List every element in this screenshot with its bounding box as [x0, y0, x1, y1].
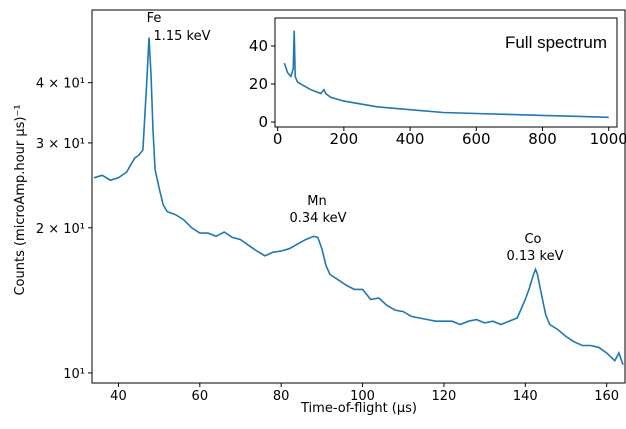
annotation-text: 0.34 keV — [289, 211, 346, 226]
x-tick-label: 80 — [273, 389, 290, 404]
annotation-text: 1.15 keV — [153, 29, 210, 44]
y-tick-label: 20 — [249, 75, 268, 93]
y-tick-label: 0 — [258, 113, 268, 131]
x-tick-label: 1000 — [590, 130, 626, 148]
annotation-name: Co — [524, 232, 541, 247]
inset-title: Full spectrum — [505, 33, 607, 52]
x-tick-label: 600 — [462, 130, 491, 148]
x-tick-label: 40 — [110, 389, 127, 404]
y-tick-label: 40 — [249, 37, 268, 55]
x-tick-label: 800 — [528, 130, 557, 148]
x-tick-label: 60 — [192, 389, 209, 404]
x-tick-label: 160 — [594, 389, 619, 404]
x-tick-label: 200 — [330, 130, 359, 148]
annotation-name: Mn — [307, 194, 326, 209]
x-tick-label: 0 — [273, 130, 283, 148]
y-tick-label: 4 × 10¹ — [36, 77, 85, 92]
annotation-name: Fe — [147, 11, 162, 26]
x-tick-label: 100 — [350, 389, 375, 404]
x-axis-label: Time-of-flight (μs) — [300, 401, 417, 416]
y-tick-label: 2 × 10¹ — [36, 222, 85, 237]
y-tick-label: 3 × 10¹ — [36, 137, 85, 152]
x-tick-label: 140 — [513, 389, 538, 404]
x-tick-label: 120 — [432, 389, 457, 404]
data-line — [93, 37, 624, 365]
plot-frame — [91, 9, 626, 384]
x-tick-label: 400 — [396, 130, 425, 148]
annotation-text: 0.13 keV — [506, 249, 563, 264]
y-tick-label: 10¹ — [63, 367, 85, 382]
y-axis-label: Counts (microAmp.hour μs)⁻¹ — [13, 104, 28, 295]
data-line — [283, 30, 609, 119]
plot-frame — [274, 17, 618, 128]
